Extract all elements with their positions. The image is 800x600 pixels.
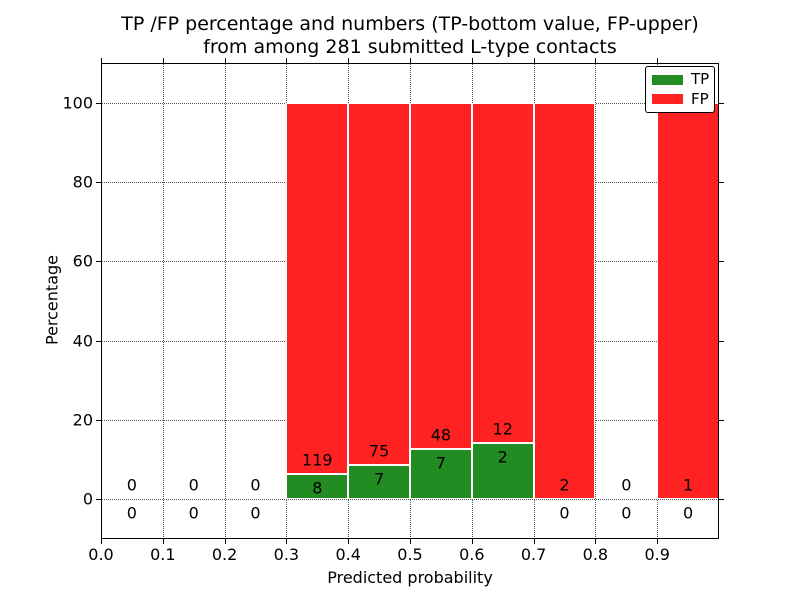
x-tick [162, 539, 164, 544]
x-tick [533, 58, 535, 63]
y-tick-label: 100 [62, 93, 93, 113]
fp-count-label: 48 [430, 425, 452, 445]
legend-label: FP [691, 89, 709, 108]
x-tick-label: 0.2 [211, 545, 238, 564]
x-gridline [162, 63, 164, 539]
x-tick [286, 58, 288, 63]
chart-title-line2: from among 281 submitted L-type contacts [203, 36, 617, 58]
tp-bar-segment [286, 474, 349, 500]
x-tick-label: 0.8 [582, 545, 609, 564]
y-tick [96, 182, 101, 183]
x-tick [224, 58, 226, 63]
fp-count-label: 1 [683, 475, 694, 495]
fp-count-label: 0 [621, 475, 632, 495]
x-axis-label: Predicted probability [327, 568, 493, 587]
y-tick [96, 261, 101, 263]
x-tick-label: 0.3 [273, 545, 300, 564]
tp-count-label: 2 [497, 447, 508, 467]
legend-entry: TP [652, 70, 710, 89]
fp-count-label: 119 [302, 450, 333, 470]
y-tick [96, 420, 101, 421]
x-tick [101, 539, 102, 544]
x-tick [348, 539, 350, 544]
tp-bar-segment [471, 442, 534, 500]
y-tick [96, 340, 101, 342]
fp-bar-segment [348, 102, 410, 466]
tp-count-label: 0 [250, 503, 261, 523]
y-tick-label: 0 [82, 489, 93, 509]
y-tick [719, 499, 724, 501]
fp-count-label: 0 [250, 475, 261, 495]
x-tick [471, 58, 473, 63]
axes-frame [101, 63, 719, 539]
x-tick-label: 0.7 [520, 545, 547, 564]
fp-count-label: 0 [126, 475, 137, 495]
y-tick [719, 340, 724, 342]
y-gridline [101, 499, 719, 501]
x-tick [224, 539, 226, 544]
x-tick-label: 0.6 [459, 545, 485, 564]
x-tick [410, 58, 411, 63]
legend-swatch-fp [652, 94, 683, 105]
y-tick [719, 182, 724, 183]
legend-swatch-tp [652, 74, 683, 85]
x-tick-label: 0.1 [150, 545, 176, 564]
y-tick [719, 102, 724, 104]
x-gridline [595, 63, 597, 539]
tp-count-label: 7 [435, 453, 446, 473]
fp-bar-segment [533, 102, 596, 500]
legend-label: TP [691, 70, 710, 89]
y-tick [719, 420, 724, 421]
x-tick-label: 0.5 [397, 545, 423, 564]
tp-count-label: 0 [683, 503, 694, 523]
fp-count-label: 75 [368, 441, 390, 461]
x-tick [101, 58, 102, 63]
x-tick-label: 0.9 [644, 545, 670, 564]
tp-bar-segment [410, 448, 472, 500]
fp-count-label: 2 [559, 475, 570, 495]
fp-bar-segment [471, 102, 534, 443]
fp-bar-segment [286, 102, 349, 475]
y-tick-label: 80 [72, 172, 93, 192]
x-gridline [224, 63, 226, 539]
tp-count-label: 0 [621, 503, 632, 523]
x-tick [286, 539, 288, 544]
x-tick-label: 0.0 [88, 545, 114, 564]
y-tick-label: 40 [72, 331, 93, 351]
tp-count-label: 0 [188, 503, 199, 523]
fp-count-label: 12 [492, 419, 513, 439]
x-tick [471, 539, 473, 544]
x-tick-label: 0.4 [335, 545, 361, 564]
y-tick [719, 261, 724, 263]
x-tick [348, 58, 350, 63]
tp-count-label: 0 [559, 503, 570, 523]
y-tick [96, 102, 101, 104]
chart-title-line1: TP /FP percentage and numbers (TP-bottom… [121, 13, 699, 35]
x-tick [595, 539, 597, 544]
y-tick-label: 60 [72, 251, 93, 271]
x-tick [595, 58, 597, 63]
fp-count-label: 0 [188, 475, 199, 495]
x-tick [657, 58, 659, 63]
x-tick [162, 58, 164, 63]
legend-box: TP FP [645, 66, 715, 113]
tp-count-label: 8 [312, 478, 323, 498]
tp-count-label: 0 [126, 503, 137, 523]
x-tick [533, 539, 535, 544]
x-tick [657, 539, 659, 544]
tp-count-label: 7 [374, 469, 385, 489]
x-tick [410, 539, 411, 544]
y-tick-label: 20 [72, 410, 93, 430]
fp-bar-segment [410, 102, 472, 449]
y-tick [96, 499, 101, 501]
tp-bar-segment [348, 465, 410, 500]
legend-entry: FP [652, 89, 709, 108]
